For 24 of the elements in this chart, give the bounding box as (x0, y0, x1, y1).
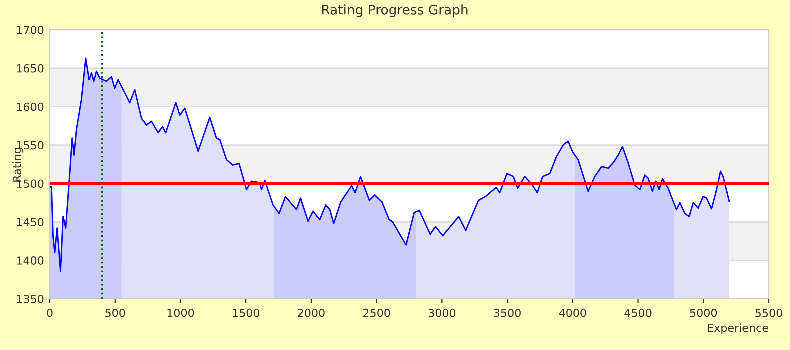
x-tick-label: 2500 (363, 308, 390, 318)
y-tick-label: 1550 (17, 141, 44, 150)
y-tick-label: 1500 (17, 180, 44, 188)
y-tick-label: 1400 (17, 256, 44, 265)
x-tick-label: 1000 (168, 308, 194, 318)
x-axis-title: Experience (708, 324, 768, 334)
x-tick-label: 2000 (298, 308, 325, 318)
y-tick-label: 1650 (17, 64, 44, 73)
x-tick-label: 3000 (428, 308, 456, 318)
x-tick-label: 5000 (690, 308, 718, 318)
chart-title: Rating Progress Graph (322, 4, 468, 18)
y-tick-label: 1350 (17, 294, 44, 304)
x-tick-label: 3500 (494, 308, 521, 318)
x-tick-label: 1500 (233, 308, 260, 318)
y-tick-label: 1600 (17, 102, 44, 112)
y-axis-title: Rating (12, 148, 24, 182)
x-tick-label: 0 (47, 308, 53, 318)
y-tick-label: 1700 (17, 26, 44, 34)
x-tick-label: 4000 (559, 308, 586, 318)
y-tick-label: 1450 (17, 218, 44, 227)
x-tick-label: 500 (106, 308, 126, 318)
line-series (50, 58, 730, 272)
x-tick-label: 4500 (624, 308, 652, 318)
x-tick-label: 5500 (756, 308, 782, 318)
